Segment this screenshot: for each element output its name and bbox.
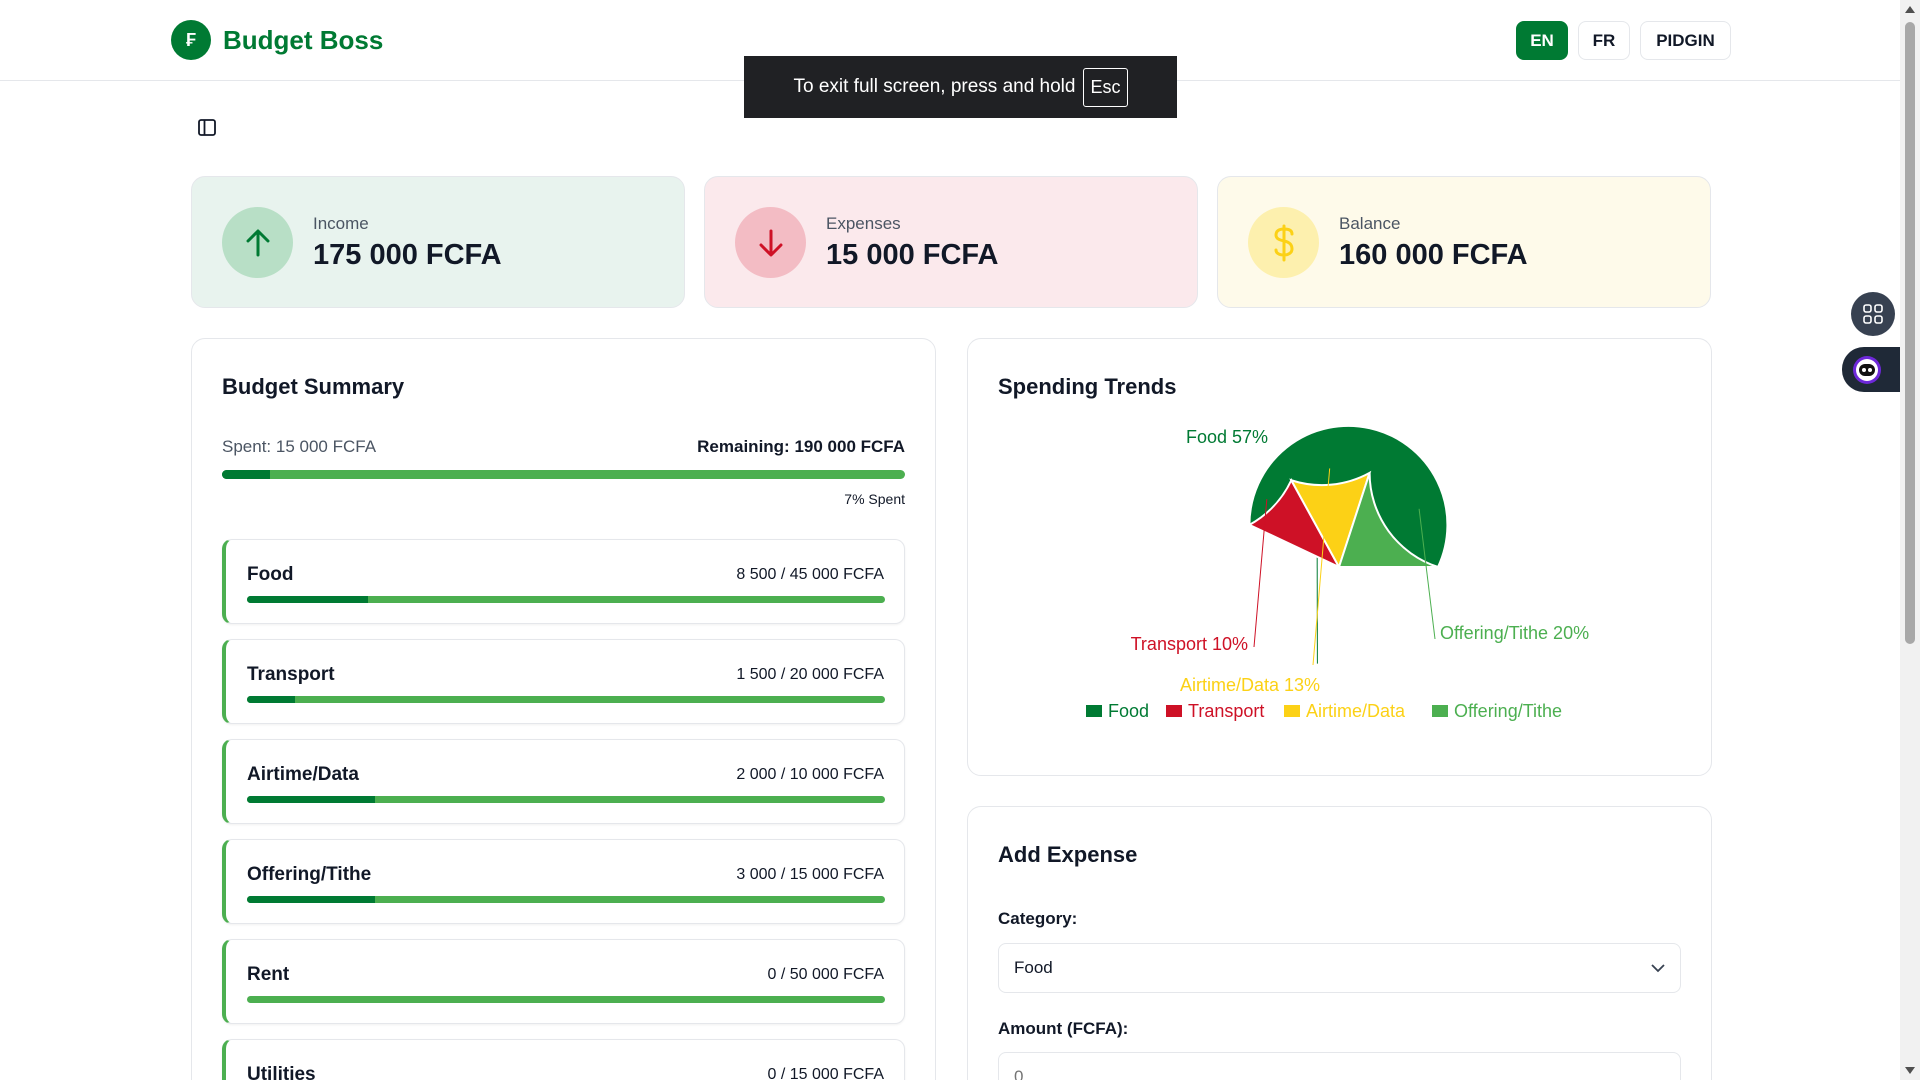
lang-fr-button[interactable]: FR [1578, 21, 1630, 60]
add-expense-title: Add Expense [998, 842, 1138, 867]
income-label: Income [313, 214, 369, 233]
expenses-label: Expenses [826, 214, 901, 233]
scroll-up-icon[interactable] [1905, 6, 1915, 13]
amount-input[interactable] [998, 1052, 1681, 1080]
pie-slice-label: Airtime/Data 13% [1180, 675, 1320, 695]
scroll-thumb[interactable] [1905, 22, 1915, 644]
pie-slice-offering-tithe[interactable] [1337, 472, 1439, 568]
apps-grid-icon[interactable] [1851, 292, 1895, 336]
balance-card: Balance 160 000 FCFA [1217, 176, 1711, 308]
chevron-down-icon [1651, 963, 1665, 972]
category-name: Food [247, 564, 294, 585]
category-card: Food 8 500 / 45 000 FCFA [222, 539, 905, 624]
pie-slice-label: Food 57% [1186, 427, 1268, 447]
category-amount: 0 / 15 000 FCFA [767, 1066, 884, 1080]
percent-spent-label: 7% Spent [844, 491, 905, 507]
lang-en-button[interactable]: EN [1516, 21, 1568, 60]
scroll-down-icon[interactable] [1905, 1067, 1915, 1074]
app-name: Budget Boss [223, 24, 384, 55]
pie-leader-line [1253, 499, 1268, 648]
income-card: Income 175 000 FCFA [191, 176, 685, 308]
category-progress-bar [247, 996, 885, 1003]
spent-label: Spent: 15 000 FCFA [222, 437, 377, 456]
income-value: 175 000 FCFA [313, 239, 502, 271]
fullscreen-toast: To exit full screen, press and hold Esc [744, 56, 1177, 118]
app-logo[interactable]: ₣ Budget Boss [171, 20, 383, 60]
esc-key-hint: Esc [1083, 67, 1128, 107]
overall-progress-bar [222, 470, 905, 479]
budget-summary-title: Budget Summary [222, 374, 405, 399]
category-progress-bar [247, 796, 885, 803]
category-amount: 8 500 / 45 000 FCFA [736, 566, 884, 583]
spending-trends-title: Spending Trends [998, 374, 1177, 399]
category-amount: 1 500 / 20 000 FCFA [736, 666, 884, 683]
category-card: Airtime/Data 2 000 / 10 000 FCFA [222, 739, 905, 824]
sidebar-toggle-icon[interactable] [198, 119, 218, 137]
legend-swatch [1284, 705, 1300, 717]
category-label: Category: [998, 909, 1078, 928]
category-select[interactable]: Food [998, 943, 1681, 993]
expenses-card: Expenses 15 000 FCFA [704, 176, 1198, 308]
expenses-value: 15 000 FCFA [826, 239, 999, 271]
legend-label: Offering/Tithe [1454, 701, 1562, 721]
legend-swatch [1432, 705, 1448, 717]
budget-summary-panel: Budget Summary Spent: 15 000 FCFA Remain… [191, 338, 936, 1080]
category-name: Utilities [247, 1064, 316, 1080]
balance-label: Balance [1339, 214, 1401, 233]
balance-value: 160 000 FCFA [1339, 239, 1528, 271]
add-expense-panel: Add Expense Category: Food Amount (FCFA)… [967, 806, 1712, 1080]
lang-pidgin-button[interactable]: PIDGIN [1640, 21, 1731, 60]
category-name: Rent [247, 964, 290, 985]
franc-logo-icon: ₣ [171, 20, 211, 60]
legend-item-offering-tithe[interactable]: Offering/Tithe [1432, 701, 1562, 721]
category-progress-bar [247, 696, 885, 703]
category-amount: 0 / 50 000 FCFA [767, 966, 884, 983]
legend-label: Food [1108, 701, 1149, 721]
category-card: Rent 0 / 50 000 FCFA [222, 939, 905, 1024]
category-card: Offering/Tithe 3 000 / 15 000 FCFA [222, 839, 905, 924]
category-progress-fill [247, 696, 295, 703]
legend-swatch [1086, 705, 1102, 717]
category-progress-bar [247, 596, 885, 603]
category-progress-bar [247, 896, 885, 903]
pie-slice-airtime-data[interactable] [1289, 470, 1372, 570]
legend-label: Airtime/Data [1306, 701, 1406, 721]
pie-leader-line [1418, 508, 1436, 640]
category-name: Offering/Tithe [247, 864, 372, 885]
pie-leader-line [1312, 468, 1331, 666]
legend-item-airtime-data[interactable]: Airtime/Data [1284, 701, 1406, 721]
toast-message: To exit full screen, press and hold [793, 76, 1076, 97]
category-progress-fill [247, 896, 375, 903]
category-amount: 3 000 / 15 000 FCFA [736, 866, 884, 883]
spending-trends-panel: Spending Trends Food 57% Transport 10% Air… [967, 338, 1712, 776]
category-amount: 2 000 / 10 000 FCFA [736, 766, 884, 783]
category-selected-value: Food [1014, 958, 1053, 977]
category-card: Transport 1 500 / 20 000 FCFA [222, 639, 905, 724]
amount-label: Amount (FCFA): [998, 1019, 1129, 1038]
legend-label: Transport [1188, 701, 1264, 721]
spending-pie-chart: Food 57% Transport 10% Airtime/Data 13% Off… [1086, 424, 1589, 721]
pie-slice-label: Transport 10% [1131, 634, 1248, 654]
pie-slice-label: Offering/Tithe 20% [1440, 623, 1589, 643]
overall-progress-fill [222, 470, 270, 479]
remaining-label: Remaining: 190 000 FCFA [697, 437, 905, 456]
legend-item-transport[interactable]: Transport [1166, 701, 1264, 721]
assistant-bot-icon[interactable] [1842, 347, 1900, 392]
category-progress-fill [247, 596, 369, 603]
page-scrollbar[interactable] [1900, 0, 1920, 1080]
arrow-down-icon [735, 207, 806, 278]
category-name: Transport [247, 664, 335, 685]
category-card: Utilities 0 / 15 000 FCFA [222, 1039, 905, 1080]
legend-item-food[interactable]: Food [1086, 701, 1149, 721]
legend-swatch [1166, 705, 1182, 717]
category-progress-fill [247, 796, 375, 803]
dollar-icon [1248, 207, 1319, 278]
arrow-up-icon [222, 207, 293, 278]
category-name: Airtime/Data [247, 764, 359, 785]
